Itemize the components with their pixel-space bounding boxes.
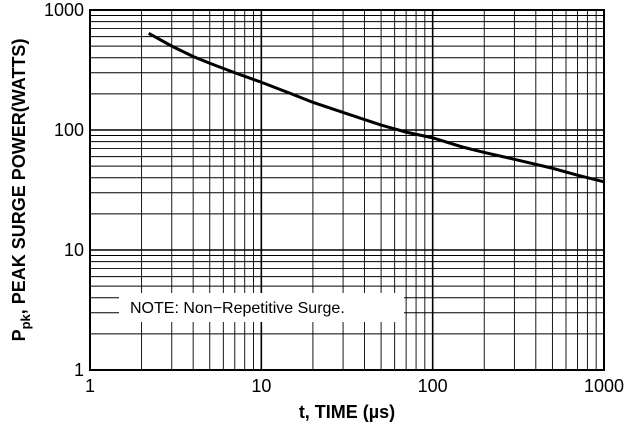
y-tick-label: 1 xyxy=(74,360,84,380)
note-background xyxy=(119,293,404,322)
x-tick-label: 1000 xyxy=(584,376,624,396)
y-tick-label: 10 xyxy=(64,240,84,260)
y-tick-label: 100 xyxy=(54,120,84,140)
tick-labels: 1 10 100 1000 1 10 100 1000 xyxy=(44,0,624,396)
x-tick-label: 100 xyxy=(418,376,448,396)
y-axis-label: Ppk, PEAK SURGE POWER(WATTS) xyxy=(9,39,33,342)
x-tick-label: 1 xyxy=(85,376,95,396)
series-line-peak-power xyxy=(147,31,605,184)
x-axis-label: t, TIME (µs) xyxy=(299,402,395,422)
note-annotation: NOTE: Non−Repetitive Surge. xyxy=(119,293,404,322)
x-tick-label: 10 xyxy=(251,376,271,396)
note-text: NOTE: Non−Repetitive Surge. xyxy=(130,300,345,317)
y-tick-label: 1000 xyxy=(44,0,84,20)
plot-frame xyxy=(89,9,605,371)
